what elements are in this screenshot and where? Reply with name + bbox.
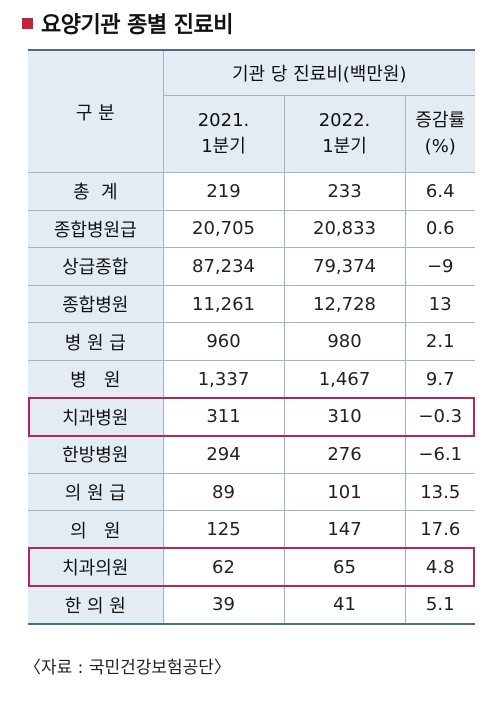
row-value-2021: 87,234 — [162, 247, 285, 286]
row-change: 0.6 — [404, 209, 475, 249]
row-change: 9.7 — [404, 359, 475, 399]
row-value-2021: 294 — [162, 435, 285, 474]
table-row: 병 원 1,337 1,467 9.7 — [28, 359, 475, 399]
row-value-2021: 311 — [162, 397, 285, 437]
source-note: 〈자료 : 국민건강보험공단〉 — [24, 658, 231, 678]
row-value-2022: 310 — [283, 397, 406, 437]
table-row: 의 원 125 147 17.6 — [28, 510, 475, 549]
row-change: −9 — [404, 247, 475, 286]
row-category: 한방병원 — [28, 435, 164, 474]
header-2022: 2022. 1분기 — [283, 95, 406, 173]
row-category: 상급종합 — [28, 247, 164, 286]
table-row: 한 의 원 39 41 5.1 — [28, 585, 475, 626]
header-group: 기관 당 진료비(백만원) — [162, 49, 475, 96]
row-value-2022: 276 — [283, 435, 406, 474]
table-row: 치과병원 311 310 −0.3 — [28, 397, 475, 437]
row-category: 의 원 — [28, 510, 164, 549]
row-category: 병 원 — [28, 359, 164, 399]
table-body: 총 계 219 233 6.4 종합병원급 20,705 20,833 0.6 상급종합 87,2… — [28, 172, 475, 626]
row-value-2021: 960 — [162, 322, 285, 361]
row-change: 17.6 — [404, 510, 475, 549]
row-change: 4.8 — [404, 547, 475, 587]
table-row: 치과의원 62 65 4.8 — [28, 547, 475, 587]
row-category: 한 의 원 — [28, 585, 164, 626]
row-category: 치과의원 — [28, 547, 164, 587]
table-row: 병 원 급 960 980 2.1 — [28, 322, 475, 361]
row-change: −6.1 — [404, 435, 475, 474]
row-change: 5.1 — [404, 585, 475, 626]
header-change: 증감률 (%) — [404, 95, 475, 173]
row-value-2022: 79,374 — [283, 247, 406, 286]
row-category: 병 원 급 — [28, 322, 164, 361]
table-row: 의 원 급 89 101 13.5 — [28, 472, 475, 512]
header-category: 구 분 — [28, 49, 164, 173]
row-value-2022: 101 — [283, 472, 406, 512]
row-category: 총 계 — [28, 172, 164, 211]
row-change: 13 — [404, 284, 475, 324]
row-change: 2.1 — [404, 322, 475, 361]
row-category: 의 원 급 — [28, 472, 164, 512]
table-row: 종합병원 11,261 12,728 13 — [28, 284, 475, 324]
row-value-2021: 20,705 — [162, 209, 285, 249]
row-value-2021: 11,261 — [162, 284, 285, 324]
table-row: 종합병원급 20,705 20,833 0.6 — [28, 209, 475, 249]
page-title: 요양기관 종별 진료비 — [22, 6, 233, 40]
row-value-2022: 12,728 — [283, 284, 406, 324]
title-text: 요양기관 종별 진료비 — [41, 13, 233, 38]
row-value-2022: 147 — [283, 510, 406, 549]
row-value-2021: 39 — [162, 585, 285, 626]
row-category: 치과병원 — [28, 397, 164, 437]
table-row: 상급종합 87,234 79,374 −9 — [28, 247, 475, 286]
row-category: 종합병원 — [28, 284, 164, 324]
row-value-2022: 980 — [283, 322, 406, 361]
row-category: 종합병원급 — [28, 209, 164, 249]
row-value-2022: 233 — [283, 172, 406, 211]
row-value-2022: 1,467 — [283, 359, 406, 399]
table-row: 총 계 219 233 6.4 — [28, 172, 475, 211]
row-value-2021: 89 — [162, 472, 285, 512]
row-value-2022: 20,833 — [283, 209, 406, 249]
row-value-2021: 125 — [162, 510, 285, 549]
row-change: −0.3 — [404, 397, 475, 437]
header-2021: 2021. 1분기 — [163, 95, 285, 173]
row-value-2021: 62 — [162, 547, 285, 587]
row-value-2022: 41 — [283, 585, 406, 626]
row-value-2021: 219 — [162, 172, 285, 211]
medical-cost-table: 구 분 기관 당 진료비(백만원) 2021. 1분기 2022. 1분기 증감… — [28, 49, 475, 626]
row-change: 6.4 — [404, 172, 475, 211]
row-value-2022: 65 — [283, 547, 406, 587]
row-value-2021: 1,337 — [162, 359, 285, 399]
table-row: 한방병원 294 276 −6.1 — [28, 435, 475, 474]
row-change: 13.5 — [404, 472, 475, 512]
title-bullet-square — [22, 17, 33, 29]
